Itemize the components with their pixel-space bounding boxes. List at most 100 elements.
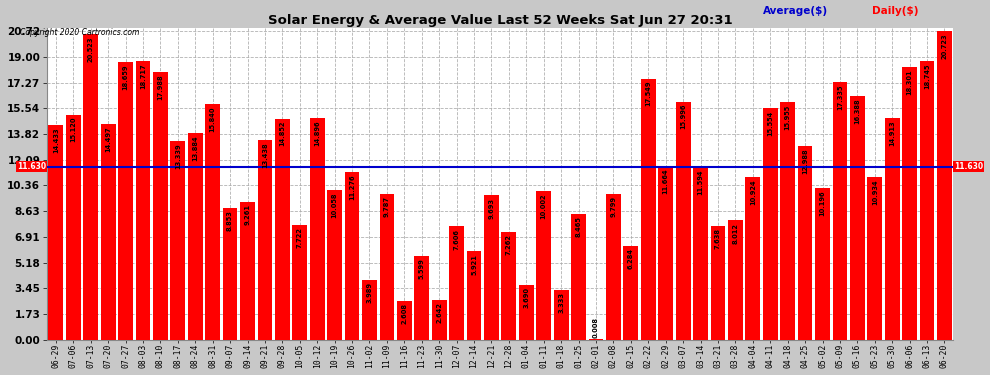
Text: 16.388: 16.388 [854, 98, 860, 124]
Bar [519, 285, 534, 339]
Text: 18.717: 18.717 [140, 63, 146, 89]
Text: 8.853: 8.853 [227, 210, 233, 231]
Bar [711, 226, 726, 339]
Bar [553, 290, 568, 339]
Text: 9.787: 9.787 [384, 196, 390, 217]
Text: 17.335: 17.335 [837, 84, 842, 110]
Bar [223, 208, 238, 339]
Text: 3.690: 3.690 [524, 287, 530, 308]
Text: 15.120: 15.120 [70, 117, 76, 142]
Bar [362, 280, 377, 339]
Text: 18.745: 18.745 [924, 63, 930, 88]
Text: 15.955: 15.955 [785, 105, 791, 130]
Text: 15.840: 15.840 [210, 106, 216, 132]
Text: 10.058: 10.058 [332, 192, 338, 218]
Bar [449, 226, 464, 339]
Bar [66, 115, 80, 339]
Text: Copyright 2020 Cartronics.com: Copyright 2020 Cartronics.com [20, 28, 140, 37]
Bar [49, 125, 63, 339]
Text: 11.664: 11.664 [662, 168, 668, 194]
Bar [101, 124, 116, 339]
Bar [432, 300, 446, 339]
Bar [902, 68, 917, 339]
Bar [188, 133, 203, 339]
Text: 7.606: 7.606 [453, 229, 459, 250]
Bar [624, 246, 639, 339]
Bar [310, 118, 325, 339]
Text: 17.549: 17.549 [645, 81, 651, 106]
Text: 5.599: 5.599 [419, 258, 425, 279]
Bar [606, 194, 621, 339]
Text: 13.884: 13.884 [192, 135, 198, 161]
Text: 11.630: 11.630 [17, 162, 47, 171]
Bar [153, 72, 167, 339]
Bar [345, 172, 359, 339]
Text: 5.921: 5.921 [471, 254, 477, 274]
Text: 10.924: 10.924 [749, 179, 755, 205]
Bar [275, 119, 290, 339]
Text: 14.852: 14.852 [279, 121, 285, 147]
Bar [379, 194, 394, 339]
Text: 18.301: 18.301 [907, 70, 913, 95]
Text: 15.996: 15.996 [680, 104, 686, 129]
Bar [537, 191, 551, 339]
Text: 3.989: 3.989 [366, 282, 372, 303]
Bar [397, 301, 412, 339]
Text: Average($): Average($) [763, 6, 828, 16]
Bar [693, 167, 708, 339]
Bar [867, 177, 882, 339]
Text: 13.438: 13.438 [262, 142, 268, 168]
Text: 2.642: 2.642 [437, 303, 443, 324]
Bar [728, 220, 742, 339]
Text: 10.002: 10.002 [541, 193, 546, 219]
Text: 14.497: 14.497 [105, 126, 111, 152]
Bar [257, 140, 272, 339]
Bar [415, 256, 429, 339]
Bar [502, 231, 516, 339]
Bar [170, 141, 185, 339]
Bar [292, 225, 307, 339]
Bar [798, 146, 813, 339]
Text: 6.284: 6.284 [628, 248, 634, 269]
Text: 9.693: 9.693 [488, 198, 494, 219]
Bar [328, 190, 342, 339]
Bar [466, 252, 481, 339]
Bar [850, 96, 865, 339]
Text: 14.433: 14.433 [52, 127, 58, 153]
Text: 17.988: 17.988 [157, 74, 163, 100]
Bar [83, 34, 98, 339]
Text: 2.608: 2.608 [401, 303, 407, 324]
Bar [658, 166, 673, 339]
Text: 14.913: 14.913 [889, 120, 895, 146]
Text: Daily($): Daily($) [871, 6, 918, 16]
Text: 11.630: 11.630 [954, 162, 983, 171]
Bar [920, 61, 935, 339]
Bar [833, 82, 847, 339]
Text: 15.554: 15.554 [767, 111, 773, 136]
Text: 0.008: 0.008 [593, 317, 599, 338]
Text: 14.896: 14.896 [314, 120, 320, 146]
Bar [484, 195, 499, 339]
Text: 12.988: 12.988 [802, 148, 808, 174]
Bar [118, 62, 133, 339]
Bar [815, 188, 830, 339]
Text: 20.723: 20.723 [941, 34, 947, 59]
Text: 18.659: 18.659 [123, 64, 129, 90]
Text: 13.339: 13.339 [175, 143, 181, 169]
Text: 3.333: 3.333 [558, 292, 564, 313]
Text: 20.523: 20.523 [88, 37, 94, 62]
Text: 7.722: 7.722 [297, 227, 303, 248]
Text: 9.799: 9.799 [611, 196, 617, 217]
Text: 11.594: 11.594 [698, 170, 704, 195]
Bar [745, 177, 760, 339]
Bar [205, 104, 220, 339]
Text: 11.276: 11.276 [349, 174, 355, 200]
Text: 10.934: 10.934 [872, 179, 878, 205]
Text: 9.261: 9.261 [245, 204, 250, 225]
Bar [676, 102, 690, 339]
Bar [885, 118, 900, 339]
Bar [571, 214, 586, 339]
Text: 7.262: 7.262 [506, 234, 512, 255]
Bar [641, 79, 655, 339]
Text: 8.465: 8.465 [575, 216, 581, 237]
